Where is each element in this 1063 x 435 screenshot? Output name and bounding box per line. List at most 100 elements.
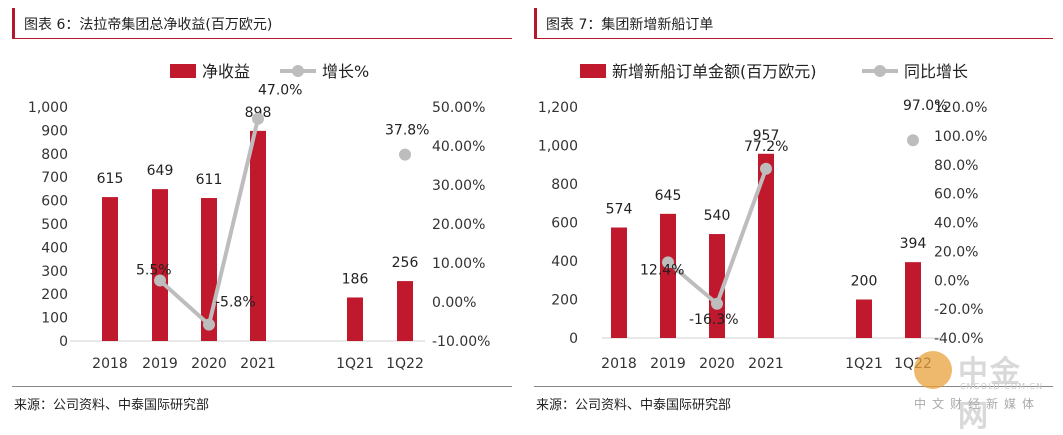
bar-value-label: 186 bbox=[342, 271, 369, 287]
bar-value-label: 574 bbox=[606, 202, 633, 218]
growth-marker bbox=[154, 274, 166, 287]
bar-value-label: 611 bbox=[196, 172, 223, 188]
left-axis-tick: 800 bbox=[41, 147, 68, 163]
title-accent bbox=[534, 8, 537, 38]
bar-value-label: 394 bbox=[900, 236, 927, 252]
bar bbox=[709, 234, 725, 338]
bar bbox=[347, 297, 363, 341]
source-divider bbox=[12, 386, 512, 387]
legend-label-line: 同比增长 bbox=[904, 62, 968, 81]
growth-value-label: 5.5% bbox=[136, 263, 172, 279]
right-axis-tick: 60.0% bbox=[934, 187, 978, 203]
left-axis-tick: 800 bbox=[551, 177, 578, 193]
chart-title-bar: 图表 7：集团新增新船订单 bbox=[534, 8, 1053, 39]
category-label: 2018 bbox=[92, 356, 128, 372]
chart-title: 图表 7：集团新增新船订单 bbox=[546, 17, 714, 33]
watermark-tagline: 中文财经新媒体 bbox=[914, 397, 1041, 411]
growth-value-label: 97.0% bbox=[903, 98, 947, 114]
category-label: 2019 bbox=[142, 356, 178, 372]
bar-value-label: 540 bbox=[704, 208, 731, 224]
bar bbox=[397, 281, 413, 341]
growth-value-label: 47.0% bbox=[258, 83, 302, 99]
bar-value-label: 957 bbox=[753, 128, 780, 144]
left-axis-tick: 100 bbox=[41, 311, 68, 327]
right-axis-tick: -20.0% bbox=[934, 302, 984, 318]
chart-panel-left: 图表 6：法拉帝集团总净收益(百万欧元) 0 100 200 300 400 500 600… bbox=[0, 0, 522, 421]
bar-value-label: 256 bbox=[392, 255, 419, 271]
left-axis-tick: 400 bbox=[41, 240, 68, 256]
left-axis-tick: 200 bbox=[41, 287, 68, 303]
left-axis-tick: 600 bbox=[41, 194, 68, 210]
left-axis-tick: 400 bbox=[551, 254, 578, 270]
left-axis-tick: 600 bbox=[551, 216, 578, 232]
chart-svg-left: 0 100 200 300 400 500 600 700 800 900 1,000 -10.00%… bbox=[28, 62, 491, 372]
category-label: 2020 bbox=[191, 356, 227, 372]
right-axis-tick: 0.00% bbox=[432, 295, 476, 311]
right-axis-tick: 10.00% bbox=[432, 256, 485, 272]
left-axis-tick: 500 bbox=[41, 217, 68, 233]
growth-marker bbox=[203, 318, 215, 331]
bar-value-label: 645 bbox=[655, 188, 682, 204]
watermark-name: 中金网 bbox=[958, 355, 1022, 434]
chart-title-bar: 图表 6：法拉帝集团总净收益(百万欧元) bbox=[12, 8, 512, 39]
legend-label-bar: 新增新船订单金额(百万欧元) bbox=[612, 62, 817, 81]
left-axis-tick: 900 bbox=[41, 123, 68, 139]
category-label: 1Q21 bbox=[845, 356, 883, 372]
legend-swatch-marker bbox=[874, 65, 886, 77]
left-axis-tick: 0 bbox=[569, 331, 578, 347]
legend-swatch-marker bbox=[292, 65, 304, 77]
title-accent bbox=[12, 8, 15, 38]
left-axis-tick: 1,000 bbox=[538, 139, 578, 155]
source-text: 来源：公司资料、中泰国际研究部 bbox=[536, 398, 732, 413]
growth-marker bbox=[252, 112, 264, 125]
source-divider bbox=[534, 386, 1053, 387]
growth-value-label: 12.4% bbox=[640, 262, 684, 278]
growth-marker bbox=[399, 148, 411, 161]
growth-value-label: 77.2% bbox=[744, 139, 788, 155]
right-axis-tick: 120.0% bbox=[934, 100, 987, 116]
right-axis-tick: 20.00% bbox=[432, 217, 485, 233]
category-label: 2021 bbox=[240, 356, 276, 372]
watermark-logo: 中金网 CNGOLD.COM.CN 中文财经新媒体 bbox=[914, 347, 1049, 434]
right-axis-tick: 40.0% bbox=[934, 216, 978, 232]
bar bbox=[152, 189, 168, 341]
legend-label-bar: 净收益 bbox=[202, 62, 250, 81]
bar-value-label: 649 bbox=[147, 163, 174, 179]
watermark-icon bbox=[914, 351, 952, 389]
growth-value-label: 37.8% bbox=[385, 123, 429, 139]
category-label: 2020 bbox=[699, 356, 735, 372]
left-axis-tick: 300 bbox=[41, 264, 68, 280]
bar bbox=[660, 213, 676, 338]
right-axis-tick: 100.0% bbox=[934, 129, 987, 145]
growth-marker bbox=[907, 134, 919, 147]
right-axis-tick: 50.00% bbox=[432, 100, 485, 116]
bar bbox=[856, 299, 872, 338]
right-axis-tick: 20.0% bbox=[934, 244, 978, 260]
right-axis-tick: 30.00% bbox=[432, 178, 485, 194]
left-axis-tick: 0 bbox=[59, 334, 68, 350]
growth-value-label: -5.8% bbox=[215, 295, 256, 311]
source-text: 来源：公司资料、中泰国际研究部 bbox=[14, 398, 210, 413]
bar bbox=[905, 262, 921, 338]
legend-label-line: 增长% bbox=[322, 62, 369, 81]
category-label: 2021 bbox=[748, 356, 784, 372]
growth-marker bbox=[760, 162, 772, 175]
title-underline bbox=[534, 38, 1053, 39]
chart-title: 图表 6：法拉帝集团总净收益(百万欧元) bbox=[24, 17, 273, 33]
right-axis-tick: -40.0% bbox=[934, 331, 984, 347]
legend-swatch-bar bbox=[170, 64, 196, 78]
legend-swatch-bar bbox=[580, 64, 606, 78]
bar bbox=[102, 197, 118, 341]
right-axis-tick: 0.0% bbox=[934, 273, 970, 289]
left-axis-tick: 1,000 bbox=[28, 100, 68, 116]
category-label: 2019 bbox=[650, 356, 686, 372]
title-underline bbox=[12, 38, 512, 39]
left-axis-tick: 1,200 bbox=[538, 100, 578, 116]
category-label: 2018 bbox=[601, 356, 637, 372]
bar bbox=[250, 130, 266, 341]
chart-panel-right: 图表 7：集团新增新船订单 0 200 400 600 800 1,000 1,200 -40… bbox=[522, 0, 1063, 421]
right-axis-tick: 40.00% bbox=[432, 139, 485, 155]
left-axis-tick: 200 bbox=[551, 293, 578, 309]
growth-marker bbox=[662, 256, 674, 269]
left-axis-tick: 700 bbox=[41, 170, 68, 186]
